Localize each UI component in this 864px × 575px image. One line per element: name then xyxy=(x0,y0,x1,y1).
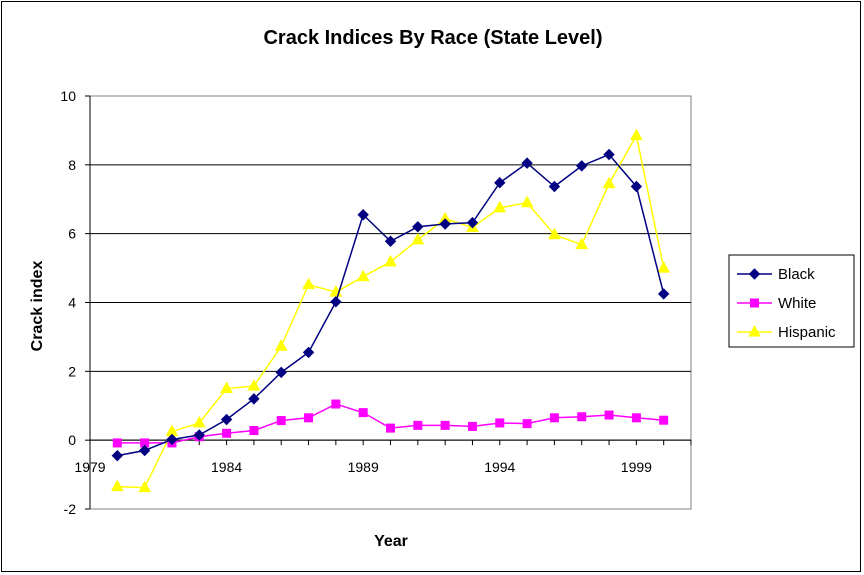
x-axis-label: Year xyxy=(374,533,408,550)
data-point-black xyxy=(439,218,451,230)
y-tick-label: 4 xyxy=(68,295,76,311)
data-point-white xyxy=(413,420,423,430)
data-point-white xyxy=(440,420,450,430)
data-point-black xyxy=(330,296,342,308)
data-point-white xyxy=(304,413,314,423)
data-point-black xyxy=(466,216,479,229)
data-point-hispanic xyxy=(384,254,397,267)
data-point-black xyxy=(384,235,397,247)
data-point-black xyxy=(603,148,615,161)
legend-item-white: White xyxy=(737,295,816,312)
y-tick-label: 0 xyxy=(68,432,76,448)
data-point-hispanic xyxy=(493,200,507,213)
data-point-black xyxy=(548,180,561,193)
data-point-black xyxy=(193,429,205,441)
data-point-white xyxy=(386,423,395,433)
data-point-black xyxy=(138,444,151,457)
data-point-hispanic xyxy=(192,415,206,428)
data-point-hispanic xyxy=(630,128,643,141)
legend-marker-white xyxy=(750,298,759,308)
data-point-hispanic xyxy=(138,480,151,493)
data-point-hispanic xyxy=(575,237,589,250)
data-point-hispanic xyxy=(548,227,561,240)
legend-marker-black xyxy=(748,268,761,280)
data-point-hispanic xyxy=(302,277,315,290)
data-point-black xyxy=(357,209,369,221)
series-black xyxy=(111,148,670,462)
data-point-white xyxy=(577,412,587,422)
data-point-white xyxy=(358,408,368,418)
data-point-white xyxy=(222,428,232,438)
legend-marker-hispanic xyxy=(748,324,761,337)
data-point-white xyxy=(249,426,259,436)
x-tick-label: 1984 xyxy=(211,459,242,475)
axes xyxy=(85,95,692,510)
data-point-white xyxy=(331,399,341,409)
y-tick-label: -2 xyxy=(64,501,77,517)
data-point-black xyxy=(521,157,533,169)
data-point-black xyxy=(494,177,506,189)
data-point-white xyxy=(495,418,505,428)
y-tick-label: 10 xyxy=(60,88,76,104)
data-point-white xyxy=(659,415,669,425)
data-point-hispanic xyxy=(657,261,671,273)
data-point-hispanic xyxy=(274,339,288,351)
series-layer xyxy=(110,128,671,493)
data-point-black xyxy=(630,180,643,193)
data-point-black xyxy=(576,160,588,172)
data-point-white xyxy=(467,421,477,431)
data-point-hispanic xyxy=(220,381,233,394)
y-axis-label: Crack index xyxy=(29,261,46,352)
data-point-black xyxy=(111,449,124,462)
data-point-white xyxy=(631,413,641,423)
data-point-black xyxy=(275,366,287,379)
data-point-hispanic xyxy=(602,176,616,189)
data-point-black xyxy=(657,288,670,300)
y-tick-label: 2 xyxy=(68,363,76,379)
data-point-white xyxy=(522,419,532,429)
series-white xyxy=(112,399,669,448)
data-point-hispanic xyxy=(247,379,261,391)
series-hispanic xyxy=(110,128,671,493)
data-point-black xyxy=(302,346,315,359)
x-tick-label: 1979 xyxy=(74,459,105,475)
x-tick-label: 1994 xyxy=(484,459,515,475)
data-point-white xyxy=(604,410,614,420)
legend-item-hispanic: Hispanic xyxy=(737,324,836,341)
x-tick-label: 1999 xyxy=(621,459,652,475)
y-tick-label: 8 xyxy=(68,157,76,173)
chart-title: Crack Indices By Race (State Level) xyxy=(263,27,602,49)
y-tick-label: 6 xyxy=(68,226,76,242)
legend-label-hispanic: Hispanic xyxy=(778,324,836,341)
data-point-black xyxy=(412,221,424,233)
data-point-black xyxy=(220,413,233,426)
data-point-white xyxy=(112,438,122,448)
data-point-hispanic xyxy=(110,479,124,492)
legend: Black White Hispanic xyxy=(728,254,855,348)
legend-label-black: Black xyxy=(778,266,815,283)
data-point-black xyxy=(166,433,178,446)
data-point-black xyxy=(248,393,260,405)
x-tick-label: 1989 xyxy=(348,459,379,475)
data-point-hispanic xyxy=(411,232,425,245)
data-point-white xyxy=(549,413,559,423)
data-point-white xyxy=(276,416,286,426)
tick-labels: -2 0 2 4 6 8 10 1979 1984 1989 1994 1999 xyxy=(60,88,652,517)
data-point-hispanic xyxy=(520,195,534,208)
legend-label-white: White xyxy=(778,295,816,312)
data-point-hispanic xyxy=(356,269,370,282)
legend-item-black: Black xyxy=(737,266,815,283)
